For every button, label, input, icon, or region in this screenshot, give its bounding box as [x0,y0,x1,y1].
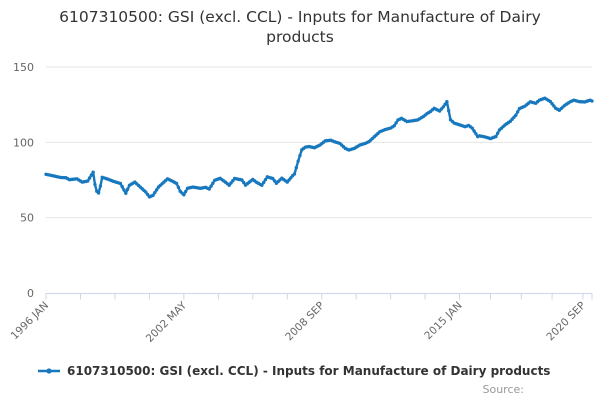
x-axis-label: 2015 JAN [422,300,464,342]
series-point-marker [145,192,150,197]
series-point-marker [154,188,159,192]
series-point-marker [87,176,92,180]
y-axis-label: 100 [13,136,34,149]
series-point-marker [118,181,123,186]
series-point-marker [296,159,300,163]
series-point-marker [294,165,299,170]
series-point-marker [443,102,447,106]
source-credit: Source: [482,383,525,396]
series-point-marker [229,181,233,185]
series-point-marker [495,131,500,135]
series-point-marker [122,188,126,192]
series-point-marker [86,179,90,183]
series-point-marker [494,134,498,139]
series-point-marker [176,185,181,190]
series-point-marker [548,99,552,104]
series-point-marker [271,176,275,181]
x-axis-label: 2002 MAY [144,299,190,345]
series-point-marker [125,187,130,191]
series-point-marker [263,177,268,182]
series-point-marker [91,170,95,174]
x-axis-label: 2008 SEP [283,300,327,344]
series-point-marker [272,179,277,183]
series-point-marker [89,173,94,177]
legend-line-marker-icon [38,368,60,374]
series-point-marker [240,178,244,182]
series-point-marker [211,181,215,185]
series-point-marker [515,110,520,114]
series-point-marker [96,191,101,195]
series-point-marker [124,191,128,195]
series-point-marker [470,126,474,130]
x-axis-label: 2020 SEP [544,300,588,344]
series-point-marker [394,121,398,125]
y-axis-label: 0 [27,287,34,300]
y-axis-label: 150 [13,61,34,74]
legend[interactable]: 6107310500: GSI (excl. CCL) - Inputs for… [38,364,550,378]
series-point-marker [472,129,476,133]
series-point-marker [227,183,231,187]
series-point-marker [298,153,302,158]
series-point-marker [261,180,266,185]
series-point-marker [120,185,124,189]
series-point-marker [392,124,396,128]
series-line[interactable] [44,96,594,199]
series-point-marker [242,180,246,185]
series-point-marker [144,190,148,194]
series-point-marker [550,102,554,106]
series-point-marker [474,132,478,136]
series-point-marker [292,172,297,176]
chart-title: 6107310500: GSI (excl. CCL) - Inputs for… [59,8,541,47]
series-point-marker [209,184,213,188]
series-point-marker [514,113,518,117]
x-axis-label: 1996 JAN [9,300,51,342]
series-point-marker [447,108,451,113]
series-point-marker [445,99,449,104]
series-point-marker [151,193,155,198]
series-point-marker [98,184,103,188]
series-point-marker [182,193,186,197]
series-point-marker [183,189,188,194]
y-axis-label: 50 [20,212,34,225]
series-point-marker [153,190,157,195]
series-point-marker [207,187,211,191]
series-point-marker [260,183,264,187]
series-point-marker [552,104,556,108]
series-point-marker [231,179,235,183]
series-point-marker [590,99,594,103]
series-point-marker [174,181,179,186]
series-point-marker [441,105,445,109]
legend-series-label: 6107310500: GSI (excl. CCL) - Inputs for… [67,364,551,378]
series-point-marker [93,182,97,187]
